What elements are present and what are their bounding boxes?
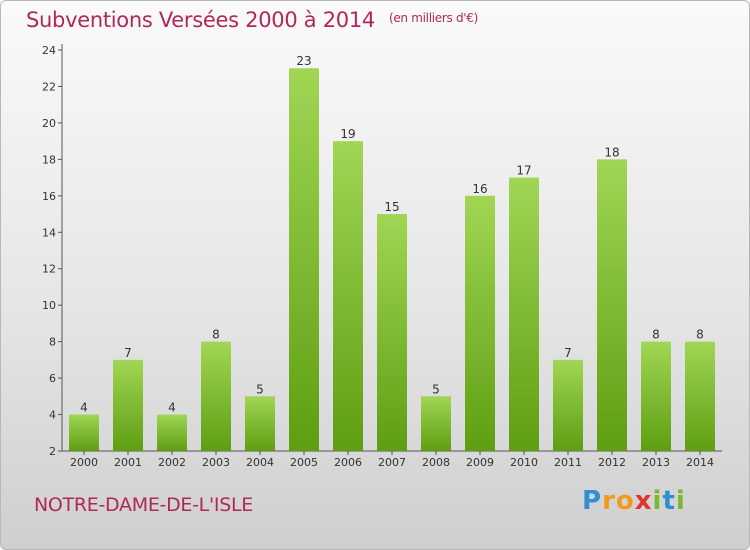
logo-letter: o [615, 486, 635, 516]
chart-subtitle: (en milliers d'€) [388, 11, 478, 25]
x-tick-label-2001: 2001 [114, 456, 142, 469]
y-tick-label: 6 [49, 372, 56, 385]
logo-letter: t [662, 486, 676, 516]
value-label-2011: 7 [564, 346, 572, 360]
x-tick-label-2000: 2000 [70, 456, 98, 469]
logo-letter: x [634, 486, 653, 516]
x-tick-label-2012: 2012 [598, 456, 626, 469]
logo-letter: i [675, 486, 686, 516]
value-label-2000: 4 [80, 401, 88, 415]
bar-2014 [685, 341, 715, 451]
chart-bars [69, 68, 715, 452]
y-tick-label: 4 [49, 409, 56, 422]
value-label-2013: 8 [652, 328, 660, 342]
bar-2006 [333, 141, 363, 452]
x-tick-label-2009: 2009 [466, 456, 494, 469]
bar-2013 [641, 341, 671, 451]
value-label-2012: 18 [604, 145, 619, 159]
logo-letter: i [652, 486, 663, 516]
chart-value-labels: 4 7 4 8 5 23 19 15 5 16 17 7 18 8 8 [80, 54, 704, 414]
y-tick-label: 18 [42, 153, 56, 166]
chart-title-text: Subventions Versées 2000 à 2014 [26, 8, 375, 32]
value-label-2001: 7 [124, 346, 132, 360]
x-tick-label-2004: 2004 [246, 456, 274, 469]
x-tick-label-2006: 2006 [334, 456, 362, 469]
y-tick-label: 22 [42, 80, 56, 93]
x-tick-label-2005: 2005 [290, 456, 318, 469]
x-tick-label-2008: 2008 [422, 456, 450, 469]
chart-title: Subventions Versées 2000 à 2014 (en milli… [26, 8, 478, 32]
bar-2010 [509, 177, 539, 451]
y-tick-label: 16 [42, 190, 56, 203]
value-label-2005: 23 [296, 54, 311, 68]
bar-2001 [113, 359, 143, 451]
logo-letter: r [602, 486, 616, 516]
x-tick-label-2003: 2003 [202, 456, 230, 469]
value-label-2006: 19 [340, 127, 355, 141]
value-label-2002: 4 [168, 401, 176, 415]
y-tick-label: 20 [42, 117, 56, 130]
y-tick-label: 14 [42, 226, 56, 239]
bar-2008 [421, 396, 451, 451]
value-label-2008: 5 [432, 382, 440, 396]
y-tick-label: 10 [42, 299, 56, 312]
bar-2012 [597, 159, 627, 451]
x-tick-label-2007: 2007 [378, 456, 406, 469]
value-label-2009: 16 [472, 182, 487, 196]
bar-2000 [69, 414, 99, 451]
bar-2005 [289, 68, 319, 452]
x-tick-label-2011: 2011 [554, 456, 582, 469]
value-label-2010: 17 [516, 164, 531, 178]
value-label-2004: 5 [256, 382, 264, 396]
y-tick-label: 24 [42, 44, 56, 57]
bar-2002 [157, 414, 187, 451]
x-tick-label-2013: 2013 [642, 456, 670, 469]
x-tick-label-2002: 2002 [158, 456, 186, 469]
bar-2009 [465, 195, 495, 451]
value-label-2003: 8 [212, 328, 220, 342]
proxiti-logo: Proxiti [582, 486, 686, 516]
bar-2004 [245, 396, 275, 451]
commune-name: NOTRE-DAME-DE-L'ISLE [34, 494, 253, 516]
value-label-2007: 15 [384, 200, 399, 214]
y-tick-label: 12 [42, 263, 56, 276]
bar-2011 [553, 359, 583, 451]
bar-2003 [201, 341, 231, 451]
x-tick-label-2010: 2010 [510, 456, 538, 469]
y-tick-label: 2 [49, 445, 56, 458]
logo-letter: P [582, 486, 603, 516]
x-tick-label-2014: 2014 [686, 456, 714, 469]
y-tick-label: 8 [49, 336, 56, 349]
bar-2007 [377, 214, 407, 451]
value-label-2014: 8 [696, 328, 704, 342]
